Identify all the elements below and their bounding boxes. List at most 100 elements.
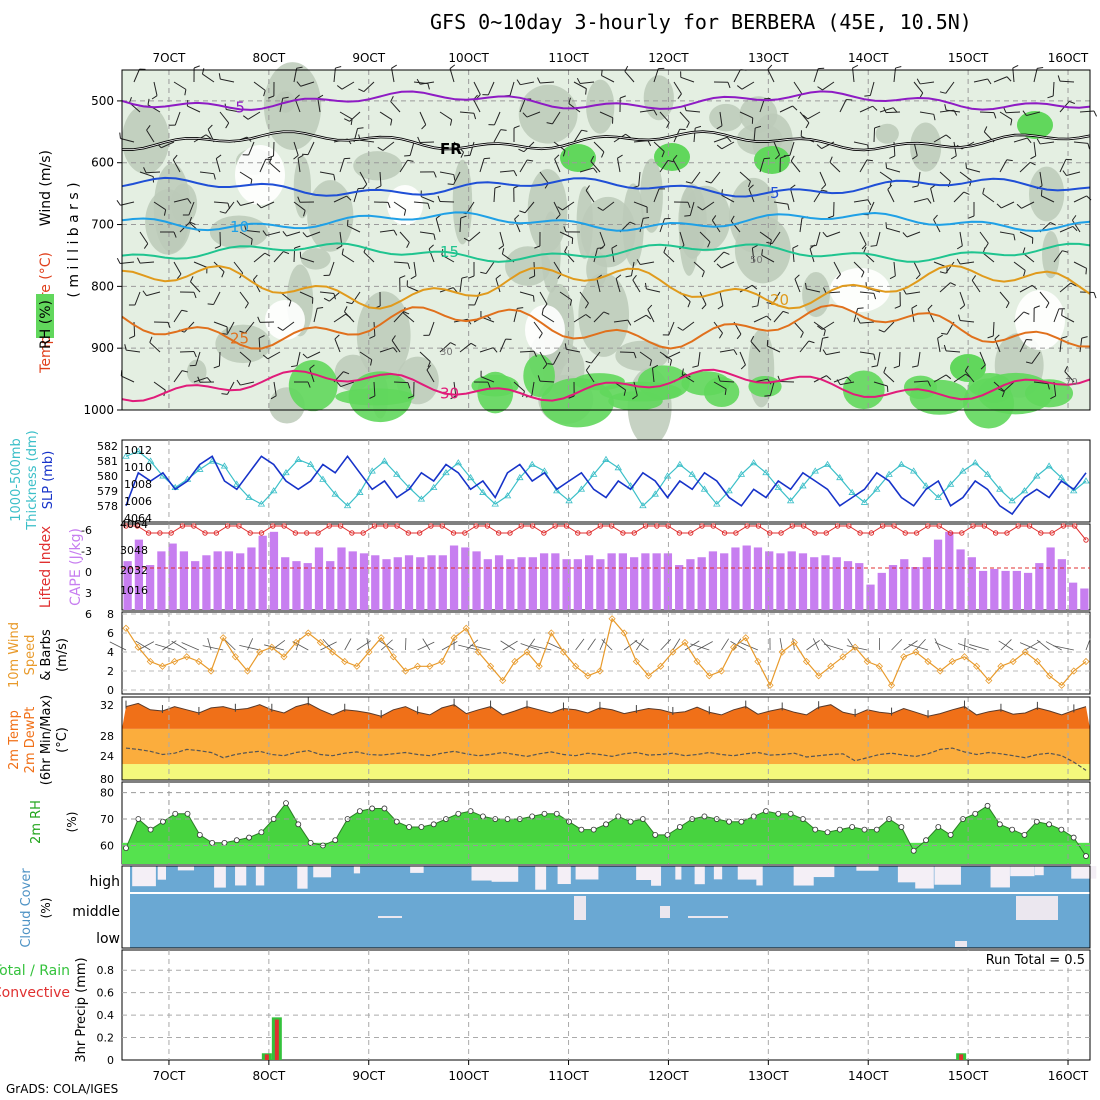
lifted-index-marker xyxy=(981,523,988,529)
wind-speed-marker xyxy=(1070,667,1078,675)
wind-barb-flag xyxy=(751,305,758,308)
bottom-x-tick-label: 16OCT xyxy=(1048,1069,1089,1083)
thickness-marker xyxy=(614,464,623,471)
cape-bar xyxy=(393,557,402,610)
wind-barb xyxy=(885,111,901,114)
wind-barb xyxy=(239,291,249,304)
wind-barb-flag xyxy=(173,231,177,238)
wind-barb-flag xyxy=(867,199,872,206)
lifted-index-marker xyxy=(902,530,908,536)
wind-speed-marker xyxy=(243,667,252,675)
wind-barb xyxy=(1053,308,1060,323)
wind-barb xyxy=(552,111,561,125)
wind-barb xyxy=(982,252,995,263)
wind-barb-flag xyxy=(562,150,566,157)
wind-barb-flag xyxy=(1022,110,1027,116)
thickness-marker xyxy=(786,497,795,504)
thickness-marker xyxy=(946,480,955,487)
wind-barb xyxy=(139,231,149,244)
wind-barb-10m xyxy=(587,638,596,651)
wind-barb-flag xyxy=(1026,338,1033,341)
wind-barb-flag xyxy=(766,315,772,321)
lifted-index-marker xyxy=(891,523,897,529)
wind-barb xyxy=(539,291,548,305)
lifted-index-marker xyxy=(1015,523,1021,529)
wind-barb-flag xyxy=(225,122,230,129)
thickness-marker xyxy=(909,467,918,474)
rh2m-marker xyxy=(147,826,154,833)
wind-barb-10m xyxy=(964,637,966,651)
wind-barb xyxy=(913,81,924,94)
wind-barb-flag xyxy=(213,173,216,180)
lifted-index-marker xyxy=(597,523,604,529)
wind-barb-flag xyxy=(823,287,827,294)
wind-barb-flag xyxy=(344,118,350,122)
rh-contour-region xyxy=(527,168,568,253)
wind-barb xyxy=(1033,381,1048,385)
wind-barb xyxy=(240,381,255,386)
wind-barb xyxy=(651,368,655,383)
wind-barb xyxy=(559,231,573,239)
wind-barb-10m xyxy=(465,639,479,651)
wind-barb-flag xyxy=(1047,95,1054,99)
wind-speed-marker xyxy=(365,648,373,656)
wind-barb-flag xyxy=(1061,309,1063,316)
wind-barb-flag xyxy=(450,342,456,346)
isotherm-label: -5 xyxy=(230,99,245,117)
rh2m-ylabel: 2m RH (%) xyxy=(29,800,79,844)
wind-barb xyxy=(469,141,475,156)
wind-barb xyxy=(939,282,951,293)
wind-barb-flag xyxy=(625,133,631,139)
wind-barb-flag xyxy=(677,93,682,99)
wind-barb-flag xyxy=(817,86,823,91)
wind-barb-flag xyxy=(569,299,573,306)
wind-barb-flag xyxy=(1033,305,1040,309)
rh-contour-label: 70 xyxy=(1065,377,1078,388)
wind-barb-flag xyxy=(427,83,430,90)
wind-barb-flag xyxy=(1057,75,1061,82)
wind-barb xyxy=(145,171,161,174)
wind-barb-flag xyxy=(147,98,150,105)
rh-contour-region xyxy=(586,79,615,134)
wind-barb-flag xyxy=(1093,110,1098,117)
wind-barb-flag xyxy=(193,65,200,69)
wind-barb xyxy=(341,81,355,90)
wind-speed-marker xyxy=(997,662,1005,670)
wind-barb-flag xyxy=(513,125,520,129)
wind-barb xyxy=(334,338,341,353)
wind-barb xyxy=(329,291,341,302)
wind-speed-marker xyxy=(547,629,555,637)
wind-barb-flag xyxy=(669,359,673,366)
wind-barb-flag xyxy=(599,244,606,250)
wind-barb xyxy=(226,381,235,395)
wind-barb-flag xyxy=(939,91,946,94)
ylabel-slp: SLP (mb) xyxy=(41,451,56,510)
wind-barb xyxy=(1059,225,1074,233)
wind-speed-marker xyxy=(401,667,410,675)
thickness-marker xyxy=(959,467,967,474)
wind-speed-marker xyxy=(231,653,239,661)
wind-barb-flag xyxy=(987,78,992,85)
cape-bar xyxy=(832,557,841,610)
wind-barb-flag xyxy=(822,336,829,339)
wind-barb xyxy=(633,314,647,323)
ylabel-wind10m: Speed xyxy=(23,635,38,676)
wind-barb-flag xyxy=(421,124,427,130)
wind-barb xyxy=(539,171,549,184)
wind-barb xyxy=(959,291,966,306)
rh-high-region xyxy=(842,370,885,410)
y-tick-label: 700 xyxy=(91,218,114,232)
wind-barb-flag xyxy=(236,200,241,206)
wind-barb xyxy=(860,321,875,324)
wind-barb xyxy=(859,351,874,355)
wind-barb xyxy=(750,341,761,353)
lifted-index-marker xyxy=(1072,523,1078,529)
thickness-marker xyxy=(1008,497,1016,504)
cape-bar xyxy=(742,545,751,610)
wind-barb-10m xyxy=(380,639,393,651)
thickness-marker xyxy=(713,500,721,507)
wind-barb xyxy=(225,201,235,214)
wind-barb xyxy=(876,231,881,246)
thickness-marker xyxy=(491,500,499,507)
